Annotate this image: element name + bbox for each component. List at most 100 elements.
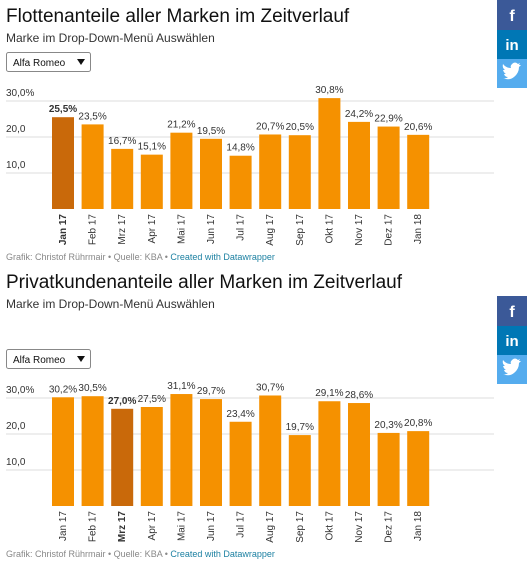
x-tick-label: Feb 17: [88, 214, 99, 246]
bar: [200, 138, 222, 209]
bar: [52, 117, 74, 209]
x-tick-label: Nov 17: [354, 214, 365, 246]
value-label: 30,2%: [49, 384, 77, 395]
x-tick-label: Apr 17: [147, 511, 158, 541]
value-label: 19,7%: [286, 422, 314, 433]
value-label: 31,1%: [167, 381, 195, 392]
share-twitter[interactable]: [497, 59, 527, 88]
share-linkedin[interactable]: in: [497, 30, 527, 59]
bar: [407, 431, 430, 506]
chart-subtitle: Marke im Drop-Down-Menü Auswählen: [6, 31, 215, 45]
bar: [288, 435, 311, 506]
x-tick-label: Jan 18: [413, 511, 424, 541]
y-tick-label: 20,0: [6, 421, 26, 432]
bar: [81, 396, 104, 506]
share-label: in: [505, 37, 518, 54]
value-label: 20,7%: [256, 121, 284, 132]
dropdown-box: [6, 52, 91, 72]
source: Grafik: Christof Rührmair • Quelle: KBA …: [6, 252, 168, 262]
footer: Grafik: Christof Rührmair • Quelle: KBA …: [6, 252, 275, 262]
credit-link[interactable]: Created with Datawrapper: [170, 252, 275, 262]
x-tick-label: Feb 17: [88, 511, 99, 543]
x-tick-label: Okt 17: [324, 511, 335, 541]
value-label: 28,6%: [345, 390, 373, 401]
value-label: 30,7%: [256, 382, 284, 393]
dropdown-box: [6, 349, 91, 369]
x-tick-label: Jul 17: [236, 511, 247, 538]
value-label: 20,5%: [286, 122, 314, 133]
y-tick-label: 20,0: [6, 124, 26, 135]
x-tick-label: Jun 17: [206, 511, 217, 541]
bar: [111, 148, 134, 209]
bar: [348, 121, 370, 209]
value-label: 22,9%: [374, 114, 402, 125]
x-tick-label: Dez 17: [384, 214, 395, 246]
share-facebook[interactable]: f: [497, 0, 527, 30]
share-label: in: [505, 333, 518, 350]
bar: [170, 394, 193, 506]
y-tick-label: 30,0%: [6, 88, 34, 99]
y-tick-label: 30,0%: [6, 385, 34, 396]
value-label: 20,3%: [374, 420, 402, 431]
chart-subtitle: Marke im Drop-Down-Menü Auswählen: [6, 297, 215, 311]
x-tick-label: Sep 17: [295, 511, 306, 543]
x-tick-label: Jan 17: [58, 511, 69, 541]
share-label: f: [509, 8, 515, 25]
value-label: 30,5%: [78, 383, 106, 394]
twitter-icon: [502, 358, 521, 376]
bar: [81, 124, 104, 209]
x-tick-label: Aug 17: [265, 511, 276, 543]
share-linkedin[interactable]: in: [497, 326, 527, 355]
value-label: 30,8%: [315, 85, 343, 96]
value-label: 19,5%: [197, 126, 225, 137]
bar: [318, 401, 341, 506]
x-tick-label: Nov 17: [354, 511, 365, 543]
value-label: 14,8%: [226, 143, 254, 154]
value-label: 23,5%: [78, 111, 106, 122]
chart-title: Flottenanteile aller Marken im Zeitverla…: [6, 6, 350, 27]
value-label: 21,2%: [167, 120, 195, 131]
share-label: f: [509, 304, 515, 321]
dropdown[interactable]: Alfa Romeo: [6, 349, 91, 369]
bar: [170, 132, 193, 209]
share-facebook[interactable]: f: [497, 296, 527, 326]
bar: [200, 399, 222, 506]
credit-link[interactable]: Created with Datawrapper: [170, 549, 275, 559]
dropdown-arrow: [77, 59, 85, 65]
bar: [111, 408, 134, 506]
twitter-icon: [502, 62, 521, 80]
x-tick-label: Okt 17: [324, 214, 335, 244]
x-tick-label: Mai 17: [176, 214, 187, 244]
value-label: 20,6%: [404, 122, 432, 133]
bar: [140, 407, 163, 506]
source: Grafik: Christof Rührmair • Quelle: KBA …: [6, 549, 168, 559]
value-label: 29,1%: [315, 388, 343, 399]
x-tick-label: Jan 17: [58, 214, 69, 246]
value-label: 27,5%: [138, 394, 166, 405]
x-tick-label: Sep 17: [295, 214, 306, 246]
bar: [229, 421, 252, 506]
dropdown-label: Alfa Romeo: [13, 355, 66, 366]
bar: [259, 395, 282, 506]
x-tick-label: Aug 17: [265, 214, 276, 246]
value-label: 16,7%: [108, 136, 136, 147]
x-tick-label: Mrz 17: [117, 214, 128, 245]
share-twitter[interactable]: [497, 355, 527, 384]
bar: [407, 134, 430, 209]
x-tick-label: Mai 17: [176, 511, 187, 541]
share-bg: [497, 296, 527, 326]
value-label: 20,8%: [404, 418, 432, 429]
x-tick-label: Jan 18: [413, 214, 424, 244]
dropdown-label: Alfa Romeo: [13, 58, 66, 69]
bar: [348, 403, 370, 506]
y-tick-label: 10,0: [6, 457, 26, 468]
value-label: 25,5%: [49, 104, 77, 115]
x-tick-label: Dez 17: [384, 511, 395, 543]
x-tick-label: Jun 17: [206, 214, 217, 244]
value-label: 24,2%: [345, 109, 373, 120]
dropdown-arrow: [77, 356, 85, 362]
share-bg: [497, 0, 527, 30]
dropdown[interactable]: Alfa Romeo: [6, 52, 91, 72]
bar: [229, 155, 252, 209]
